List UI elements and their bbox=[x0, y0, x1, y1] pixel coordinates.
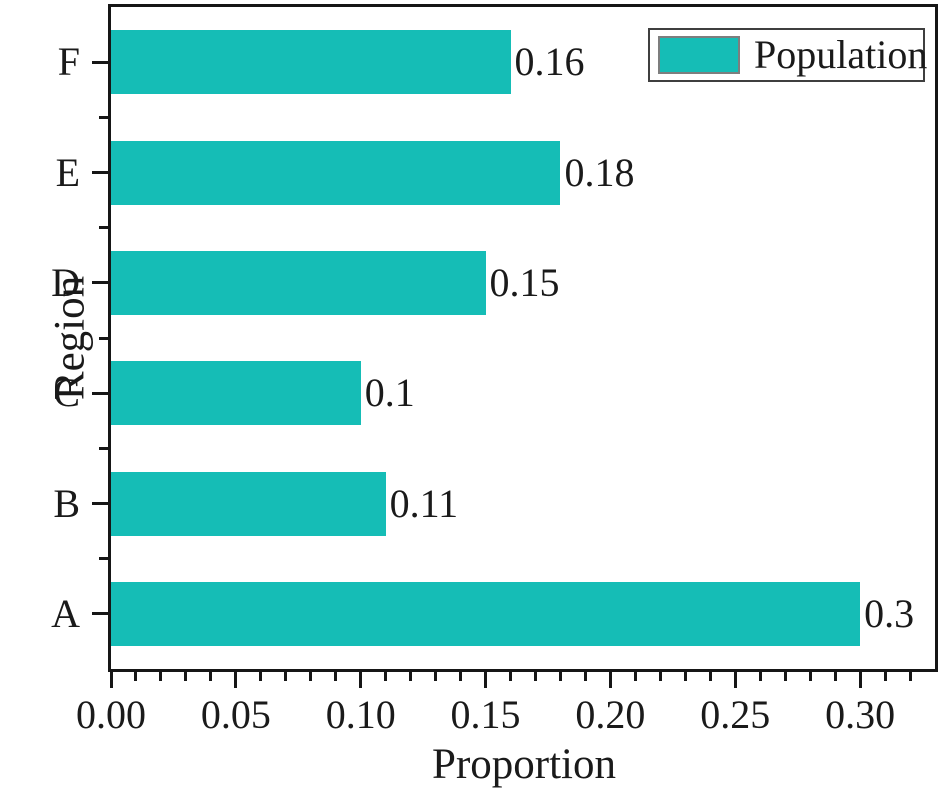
y-minor-tick bbox=[99, 336, 108, 340]
y-major-tick bbox=[92, 391, 108, 395]
y-major-tick bbox=[92, 502, 108, 505]
legend: Population bbox=[648, 28, 928, 82]
x-tick-label: 0.15 bbox=[450, 692, 521, 737]
x-minor-tick bbox=[533, 672, 537, 681]
x-minor-tick bbox=[509, 672, 512, 681]
bar-D bbox=[111, 250, 486, 315]
bar-A bbox=[111, 581, 861, 646]
x-minor-tick bbox=[833, 672, 837, 681]
x-minor-tick bbox=[883, 672, 887, 681]
x-major-tick bbox=[109, 672, 113, 688]
x-minor-tick bbox=[558, 672, 562, 681]
bar-C bbox=[111, 361, 361, 426]
bar-value-label-D: 0.15 bbox=[489, 259, 560, 305]
y-tick-label-E: E bbox=[55, 149, 80, 195]
y-major-tick bbox=[92, 281, 108, 285]
x-minor-tick bbox=[683, 672, 687, 681]
x-minor-tick bbox=[633, 672, 637, 681]
x-tick-label: 0.10 bbox=[325, 692, 396, 737]
bar-value-label-E: 0.18 bbox=[564, 149, 635, 195]
x-minor-tick bbox=[334, 672, 338, 681]
x-tick-label: 0.20 bbox=[575, 692, 646, 737]
bars-layer: 0.3 0.11 0.1 0.15 0.18 0.16 bbox=[111, 7, 935, 669]
x-minor-tick bbox=[159, 672, 163, 681]
y-tick-label-F: F bbox=[57, 39, 80, 85]
y-tick-label-C: C bbox=[53, 370, 80, 416]
x-minor-tick bbox=[434, 672, 438, 681]
x-minor-tick bbox=[908, 672, 912, 681]
x-minor-tick bbox=[409, 672, 413, 681]
x-tick-label: 0.30 bbox=[825, 692, 896, 737]
legend-swatch bbox=[658, 36, 740, 74]
bar-E bbox=[111, 140, 561, 205]
y-minor-tick bbox=[99, 115, 108, 119]
x-minor-tick bbox=[134, 672, 138, 681]
x-minor-tick bbox=[758, 672, 762, 681]
y-tick-label-B: B bbox=[53, 480, 80, 526]
x-tick-label: 0.00 bbox=[76, 692, 146, 737]
x-tick-label: 0.05 bbox=[200, 692, 271, 737]
x-minor-tick bbox=[384, 672, 388, 681]
x-major-tick bbox=[608, 672, 612, 688]
y-minor-tick bbox=[99, 446, 108, 450]
x-minor-tick bbox=[708, 672, 712, 681]
x-minor-tick bbox=[309, 672, 313, 681]
bar-B bbox=[111, 471, 386, 536]
y-major-tick bbox=[92, 171, 108, 174]
y-minor-tick bbox=[99, 226, 108, 230]
x-major-tick bbox=[733, 672, 737, 688]
x-minor-tick bbox=[783, 672, 787, 681]
x-minor-tick bbox=[284, 672, 288, 681]
x-minor-tick bbox=[583, 672, 587, 681]
plot-area: 0.3 0.11 0.1 0.15 0.18 0.16 bbox=[108, 4, 938, 672]
x-major-tick bbox=[484, 672, 488, 688]
y-major-tick bbox=[92, 60, 108, 64]
bar-value-label-A: 0.3 bbox=[864, 590, 915, 636]
x-major-tick bbox=[234, 672, 238, 688]
x-minor-tick bbox=[658, 672, 662, 681]
x-minor-tick bbox=[184, 672, 188, 681]
y-major-tick bbox=[92, 612, 108, 616]
bar-value-label-C: 0.1 bbox=[364, 370, 415, 416]
bar-value-label-B: 0.11 bbox=[389, 480, 459, 526]
bar-F bbox=[111, 30, 511, 95]
x-minor-tick bbox=[259, 672, 263, 681]
x-minor-tick bbox=[459, 672, 463, 681]
bar-value-label-F: 0.16 bbox=[514, 39, 585, 85]
x-minor-tick bbox=[209, 672, 213, 681]
x-major-tick bbox=[359, 672, 363, 688]
y-tick-label-D: D bbox=[51, 259, 80, 305]
y-tick-label-A: A bbox=[51, 590, 80, 636]
y-axis-title: Region bbox=[46, 275, 94, 401]
legend-label: Population bbox=[754, 32, 928, 77]
x-tick-label: 0.25 bbox=[700, 692, 771, 737]
x-minor-tick bbox=[808, 672, 812, 681]
x-major-tick bbox=[858, 672, 862, 688]
x-axis-title: Proportion bbox=[432, 741, 616, 788]
y-minor-tick bbox=[99, 557, 108, 561]
